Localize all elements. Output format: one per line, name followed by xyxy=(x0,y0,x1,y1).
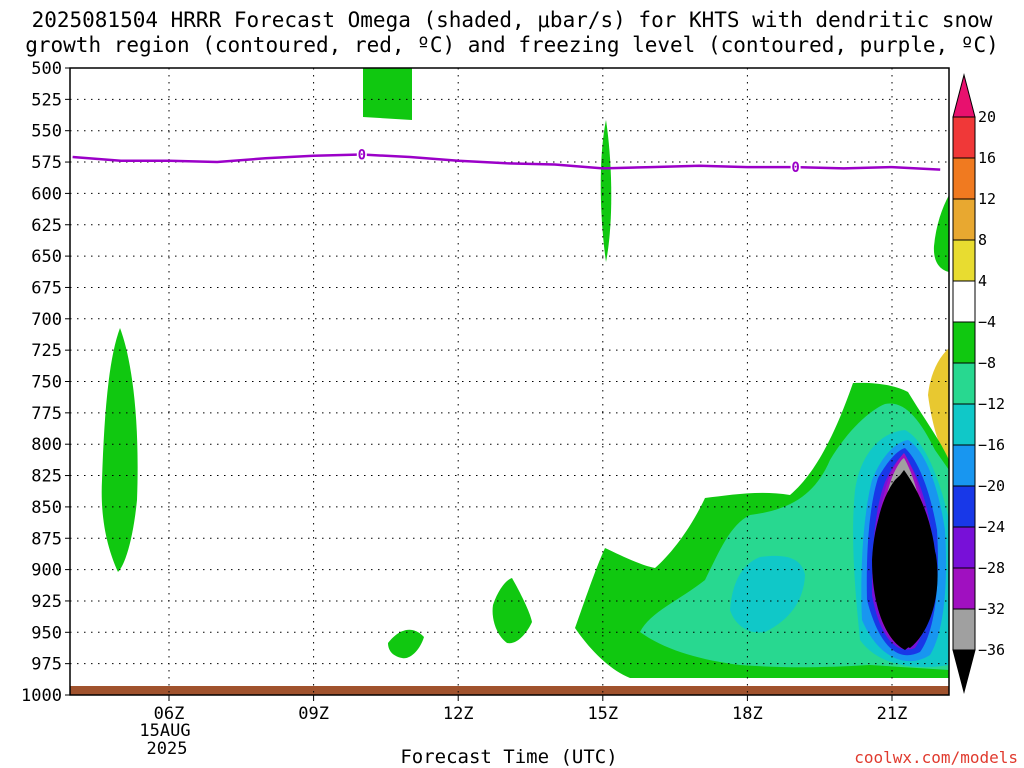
colorbar-level-label: −24 xyxy=(978,518,1005,536)
colorbar-level-label: −16 xyxy=(978,436,1005,454)
colorbar-level-label: 12 xyxy=(978,190,996,208)
y-tick-label: 825 xyxy=(31,467,62,487)
colorbar-top-arrow xyxy=(952,73,976,118)
omega-region-cyan-18z xyxy=(730,555,805,633)
y-tick-label: 800 xyxy=(31,435,62,455)
y-tick-label: 525 xyxy=(31,90,62,110)
colorbar-segment xyxy=(952,608,976,651)
colorbar-segment xyxy=(952,198,976,241)
credit-text: coolwx.com/models xyxy=(854,748,1018,767)
y-tick-label: 975 xyxy=(31,655,62,675)
colorbar-level-label: −8 xyxy=(978,354,996,372)
y-axis: 500 525 550 575 600 625 650 675 700 725 750 775 800 8… xyxy=(21,59,70,706)
freezing-level-line xyxy=(72,153,941,171)
x-tick-label: 18Z xyxy=(732,704,763,724)
colorbar-level-label: 4 xyxy=(978,272,987,290)
contour-label: 0 xyxy=(791,160,799,176)
colorbar-level-label: 16 xyxy=(978,149,996,167)
omega-shading-layer xyxy=(70,68,949,695)
colorbar-level-label: −32 xyxy=(978,600,1005,618)
x-tick-label: 21Z xyxy=(877,704,908,724)
colorbar-segment xyxy=(952,280,976,323)
y-tick-label: 725 xyxy=(31,341,62,361)
omega-region-green-15z-upper xyxy=(600,120,612,262)
y-tick-label: 950 xyxy=(31,623,62,643)
contour-label-bg xyxy=(790,159,801,174)
x-axis-label: Forecast Time (UTC) xyxy=(400,746,617,768)
colorbar-segment xyxy=(952,567,976,610)
colorbar-bottom-arrow xyxy=(952,649,976,694)
x-tick-label: 15Z xyxy=(587,704,618,724)
y-tick-label: 775 xyxy=(31,404,62,424)
omega-region-green-11z xyxy=(388,629,424,659)
y-tick-label: 500 xyxy=(31,59,62,79)
colorbar-segment xyxy=(952,485,976,528)
y-tick-label: 900 xyxy=(31,561,62,581)
omega-region-green-13z xyxy=(492,578,532,644)
colorbar-level-label: −4 xyxy=(978,313,996,331)
chart-title-line2: growth region (contoured, red, ºC) and f… xyxy=(25,33,999,57)
colorbar: 20 16 12 8 4 −4 −8 −12 −16 −20 −24 −28 −32 −36 xyxy=(952,73,1005,694)
colorbar-level-label: 20 xyxy=(978,108,996,126)
y-tick-label: 575 xyxy=(31,153,62,173)
x-tick-label: 06Z xyxy=(154,704,185,724)
omega-region-yellow-edge xyxy=(928,348,949,460)
omega-region-green-top-right xyxy=(933,195,949,272)
colorbar-segment xyxy=(952,444,976,487)
colorbar-level-label: −36 xyxy=(978,641,1005,659)
y-tick-label: 750 xyxy=(31,373,62,393)
colorbar-segment xyxy=(952,362,976,405)
colorbar-segment xyxy=(952,526,976,569)
y-tick-label: 1000 xyxy=(21,686,62,706)
colorbar-level-label: −12 xyxy=(978,395,1005,413)
colorbar-segment xyxy=(952,403,976,446)
y-tick-label: 850 xyxy=(31,498,62,518)
colorbar-level-label: −28 xyxy=(978,559,1005,577)
chart-title-line1: 2025081504 HRRR Forecast Omega (shaded, … xyxy=(31,8,993,32)
x-tick-label: 09Z xyxy=(298,704,329,724)
colorbar-segment xyxy=(952,321,976,364)
colorbar-segment xyxy=(952,116,976,159)
colorbar-segment xyxy=(952,239,976,282)
x-tick-date: 15AUG xyxy=(139,721,190,741)
contour-label-bg xyxy=(356,146,367,161)
omega-region-black-inner xyxy=(872,470,936,650)
y-tick-label: 650 xyxy=(31,247,62,267)
colorbar-level-label: −20 xyxy=(978,477,1005,495)
y-tick-label: 600 xyxy=(31,184,62,204)
y-tick-label: 700 xyxy=(31,310,62,330)
y-tick-label: 550 xyxy=(31,122,62,142)
y-tick-label: 625 xyxy=(31,216,62,236)
y-tick-label: 925 xyxy=(31,592,62,612)
y-tick-label: 875 xyxy=(31,529,62,549)
ground-surface xyxy=(70,686,949,695)
colorbar-segment xyxy=(952,157,976,200)
x-tick-year: 2025 xyxy=(147,739,188,759)
y-tick-label: 675 xyxy=(31,278,62,298)
omega-region-upper-green xyxy=(363,68,412,120)
x-tick-label: 12Z xyxy=(443,704,474,724)
freezing-level-contour: 00 xyxy=(72,146,941,176)
colorbar-level-label: 8 xyxy=(978,231,987,249)
contour-label: 0 xyxy=(358,148,366,164)
omega-region-green-early xyxy=(101,328,138,572)
